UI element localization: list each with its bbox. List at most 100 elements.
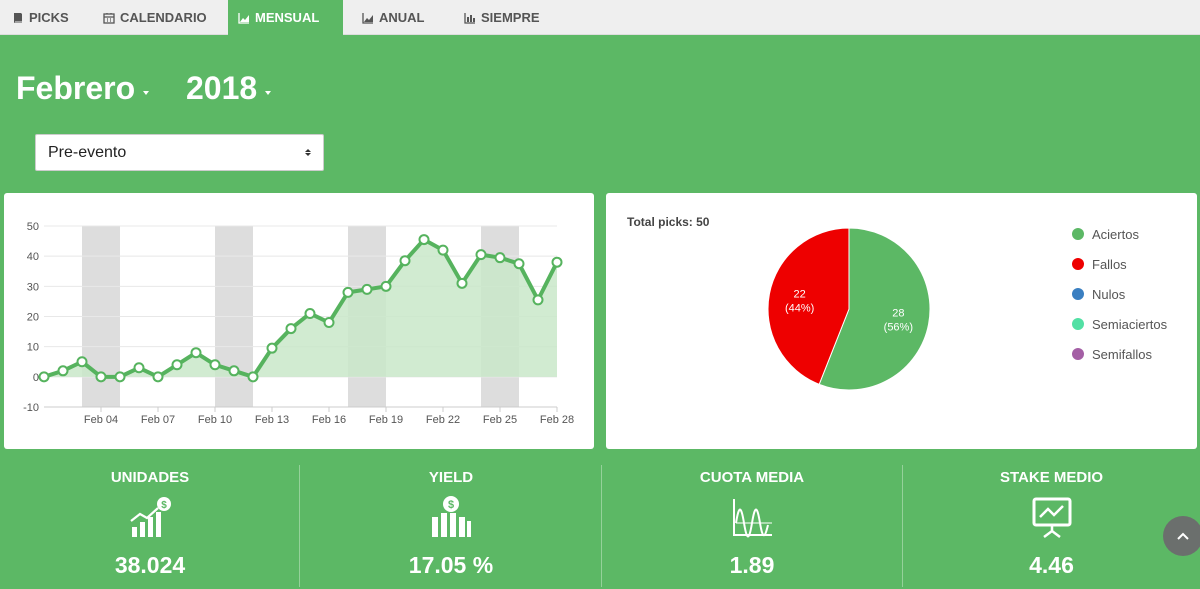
- month-dropdown[interactable]: Febrero: [16, 70, 150, 107]
- monthly-units-chart: -10 0 10 20 30 40 50 Feb 04 Feb 07 Feb 10 Feb 13 Fe…: [4, 193, 594, 449]
- data-point: [418, 234, 430, 246]
- pie-value-label: 22: [794, 289, 806, 301]
- data-point: [247, 371, 259, 383]
- data-point: [152, 371, 164, 383]
- legend-item[interactable]: Semiaciertos: [1072, 309, 1167, 339]
- growth-chart-dollar-icon: $: [130, 497, 171, 537]
- legend-dot: [1072, 348, 1084, 360]
- stat-title: STAKE MEDIO: [999, 469, 1104, 486]
- scroll-to-top-button[interactable]: [1163, 516, 1200, 556]
- legend-dot: [1072, 288, 1084, 300]
- legend-item[interactable]: Semifallos: [1072, 339, 1167, 369]
- data-point: [95, 371, 107, 383]
- data-point: [513, 258, 525, 270]
- stat-value: 38.024: [114, 552, 186, 578]
- pie-percent-label: (44%): [785, 303, 814, 315]
- data-point: [399, 255, 411, 267]
- stat-value: 4.46: [1029, 552, 1074, 578]
- legend-label: Semifallos: [1092, 346, 1152, 362]
- stat-cuota-media: CUOTA MEDIA 1.89: [602, 463, 902, 589]
- svg-text:$: $: [448, 499, 454, 511]
- divider: [299, 465, 300, 587]
- data-point: [190, 347, 202, 359]
- x-tick-label: Feb 22: [426, 414, 460, 426]
- caret-down-icon: [265, 90, 272, 95]
- pie-value-label: 28: [892, 307, 904, 319]
- series-area: [44, 239, 557, 377]
- x-tick-label: Feb 25: [483, 414, 517, 426]
- bars-dollar-icon: $: [432, 496, 471, 537]
- stats-row: UNIDADES $ 38.024 YIELD $ 17.05 % CUOTA …: [0, 463, 1200, 589]
- tab-siempre-label: SIEMPRE: [481, 10, 540, 25]
- x-tick-label: Feb 28: [540, 414, 574, 426]
- data-point: [209, 359, 221, 371]
- data-point: [323, 317, 335, 329]
- x-tick-label: Feb 07: [141, 414, 175, 426]
- year-dropdown[interactable]: 2018: [186, 70, 272, 107]
- tab-bar: PICKS CALENDARIO MENSUAL ANUAL SIEMPRE: [0, 0, 1200, 35]
- pie-legend: Aciertos Fallos Nulos Semiaciertos Semifallo…: [1072, 219, 1167, 369]
- tab-picks[interactable]: PICKS: [2, 0, 79, 35]
- tab-anual[interactable]: ANUAL: [352, 0, 435, 35]
- month-label: Febrero: [16, 70, 136, 106]
- waveform-icon: [733, 499, 772, 538]
- legend-item[interactable]: Aciertos: [1072, 219, 1167, 249]
- x-tick-label: Feb 13: [255, 414, 289, 426]
- select-arrows-icon: [305, 149, 311, 156]
- data-point: [114, 371, 126, 383]
- data-point: [380, 280, 392, 292]
- x-tick-label: Feb 16: [312, 414, 346, 426]
- picks-pie-panel: Total picks: 50 28 (56%) 22 (44%) Aciertos F…: [606, 193, 1197, 449]
- tab-siempre[interactable]: SIEMPRE: [454, 0, 550, 35]
- divider: [902, 465, 903, 587]
- stat-title: UNIDADES: [110, 469, 190, 486]
- legend-dot: [1072, 258, 1084, 270]
- data-point: [532, 294, 544, 306]
- y-tick-label: -10: [23, 402, 39, 414]
- tab-anual-label: ANUAL: [379, 10, 425, 25]
- tab-mensual-label: MENSUAL: [255, 10, 320, 25]
- area-chart-icon: [362, 12, 373, 24]
- legend-label: Semiaciertos: [1092, 316, 1168, 332]
- data-point: [133, 362, 145, 374]
- legend-item[interactable]: Nulos: [1072, 279, 1167, 309]
- tab-calendario[interactable]: CALENDARIO: [93, 0, 217, 35]
- x-tick-label: Feb 04: [84, 414, 118, 426]
- data-point: [304, 307, 316, 319]
- event-type-select[interactable]: Pre-evento: [35, 134, 324, 171]
- y-tick-label: 20: [27, 312, 39, 324]
- legend-dot: [1072, 318, 1084, 330]
- pie-percent-label: (56%): [884, 321, 913, 333]
- data-point: [228, 365, 240, 377]
- event-type-value: Pre-evento: [48, 143, 127, 161]
- pie-chart-svg: 28 (56%) 22 (44%): [767, 227, 931, 391]
- stat-value: 17.05 %: [408, 552, 494, 578]
- area-chart-icon: [238, 12, 249, 24]
- y-tick-label: 0: [33, 372, 39, 384]
- calendar-icon: [103, 12, 115, 24]
- stat-yield: YIELD $ 17.05 %: [300, 463, 602, 589]
- stat-title: YIELD: [428, 469, 474, 486]
- data-point: [361, 283, 373, 295]
- x-tick-label: Feb 10: [198, 414, 232, 426]
- stat-title: CUOTA MEDIA: [699, 469, 805, 486]
- data-point: [456, 277, 468, 289]
- y-tick-label: 40: [27, 251, 39, 263]
- legend-item[interactable]: Fallos: [1072, 249, 1167, 279]
- pie-slice: [767, 227, 850, 385]
- book-icon: [14, 12, 22, 23]
- tab-mensual[interactable]: MENSUAL: [228, 0, 343, 35]
- y-tick-label: 10: [27, 342, 39, 354]
- presentation-board-icon: [1032, 497, 1071, 538]
- data-point: [171, 359, 183, 371]
- divider: [601, 465, 602, 587]
- data-point: [551, 256, 563, 268]
- data-point: [437, 244, 449, 256]
- year-label: 2018: [186, 70, 258, 106]
- y-tick-label: 50: [27, 221, 39, 233]
- legend-dot: [1072, 228, 1084, 240]
- legend-label: Aciertos: [1092, 226, 1139, 242]
- legend-label: Nulos: [1092, 286, 1126, 302]
- svg-text:$: $: [161, 500, 167, 511]
- stat-stake-medio: STAKE MEDIO 4.46: [903, 463, 1200, 589]
